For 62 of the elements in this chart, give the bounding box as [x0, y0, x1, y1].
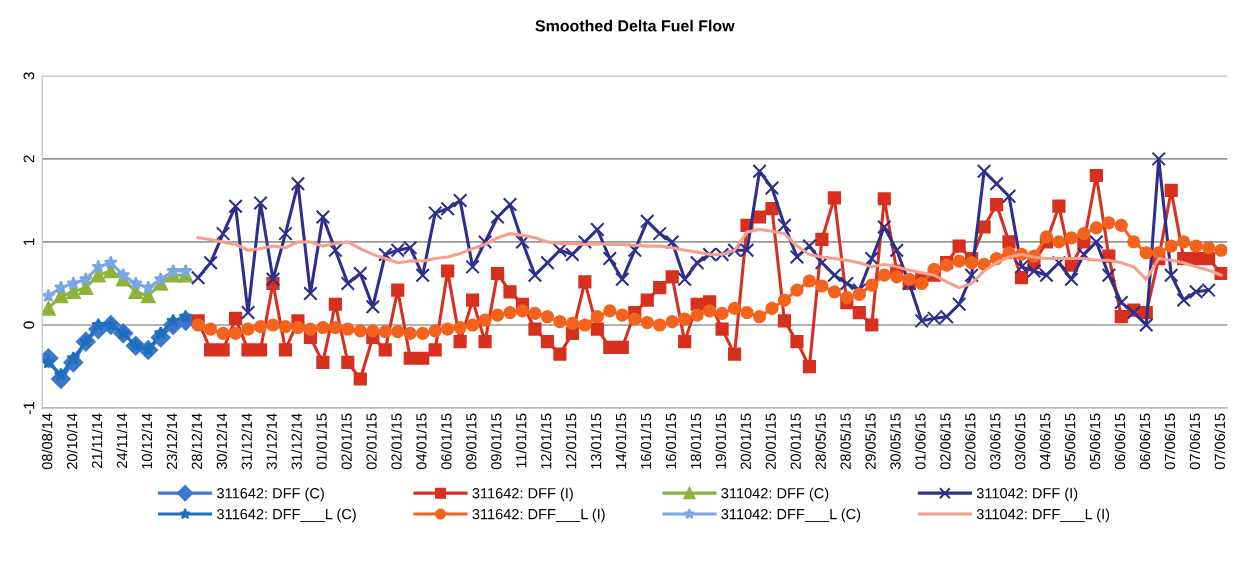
legend-label: 311642: DFF___L (I): [472, 508, 605, 523]
x-tick-label: 07/06/15: [1164, 413, 1176, 470]
x-tick-label: 21/11/14: [91, 413, 103, 468]
x-tick-label: 03/06/15: [989, 413, 1001, 470]
x-tick-label: 03/06/15: [1014, 413, 1026, 470]
legend-label: 311042: DFF (I): [976, 487, 1078, 502]
x-tick-label: 02/06/15: [964, 413, 976, 470]
x-tick-label: 28/05/15: [815, 413, 826, 469]
x-tick-label: 01/06/15: [914, 413, 926, 470]
x-tick-label: 02/06/15: [939, 413, 951, 470]
legend-label: 311642: DFF (C): [217, 487, 324, 502]
y-tick-label: 3: [23, 72, 35, 80]
y-tick-label: 1: [23, 238, 35, 246]
legend-label: 311642: DFF (I): [472, 487, 573, 502]
y-tick-label: 0: [23, 321, 35, 329]
x-tick-label: 31/12/14: [241, 413, 252, 470]
x-tick-label: 20/01/15: [740, 413, 751, 469]
x-tick-label: 19/01/15: [715, 413, 727, 469]
x-tick-label: 30/12/14: [216, 413, 227, 470]
x-tick-label: 05/06/15: [1089, 413, 1101, 470]
x-tick-label: 28/05/15: [840, 413, 851, 469]
y-tick-label: -1: [23, 402, 35, 415]
x-tick-label: 10/12/14: [141, 413, 153, 469]
x-tick-label: 30/05/15: [889, 413, 901, 470]
x-tick-label: 23/12/14: [166, 413, 178, 469]
x-tick-label: 31/12/14: [266, 413, 277, 470]
x-tick-label: 29/05/15: [865, 413, 876, 469]
x-tick-label: 06/01/15: [440, 413, 452, 470]
x-tick-label: 08/08/14: [41, 413, 53, 470]
x-tick-label: 16/01/15: [665, 413, 677, 469]
x-tick-label: 04/06/15: [1039, 413, 1051, 470]
x-tick-label: 09/01/15: [490, 413, 502, 470]
x-tick-label: 31/12/14: [291, 413, 302, 470]
x-tick-label: 14/01/15: [615, 413, 627, 469]
x-tick-label: 20/10/14: [66, 413, 78, 469]
x-tick-label: 02/01/15: [390, 413, 402, 470]
chart-title: Smoothed Delta Fuel Flow: [535, 19, 735, 32]
legend-label: 311642: DFF___L (C): [217, 508, 356, 523]
x-tick-label: 02/01/15: [341, 413, 352, 470]
x-tick-label: 06/06/15: [1139, 413, 1151, 470]
x-tick-label: 04/01/15: [415, 413, 427, 470]
x-tick-label: 20/01/15: [765, 413, 776, 469]
x-tick-label: 07/06/15: [1214, 413, 1226, 470]
x-tick-label: 07/06/15: [1189, 413, 1201, 470]
x-tick-label: 13/01/15: [590, 413, 602, 469]
x-tick-label: 16/01/15: [640, 413, 652, 469]
x-tick-label: 01/01/15: [316, 413, 327, 470]
x-tick-label: 11/01/15: [515, 413, 527, 468]
x-tick-label: 24/11/14: [116, 413, 128, 468]
x-tick-label: 18/01/15: [690, 413, 702, 469]
x-tick-label: 06/06/15: [1114, 413, 1126, 470]
legend-label: 311042: DFF___L (C): [721, 508, 861, 523]
x-tick-label: 05/06/15: [1064, 413, 1076, 470]
legend-label: 311042: DFF (C): [721, 487, 829, 502]
legend-label: 311042: DFF___L (I): [976, 508, 1110, 523]
x-tick-label: 20/01/15: [790, 413, 801, 469]
x-tick-label: 09/01/15: [465, 413, 477, 470]
y-tick-label: 2: [23, 155, 35, 163]
x-tick-label: 12/01/15: [565, 413, 577, 469]
x-tick-label: 28/12/14: [191, 413, 203, 469]
x-tick-label: 12/01/15: [540, 413, 552, 469]
x-tick-label: 02/01/15: [365, 413, 377, 470]
